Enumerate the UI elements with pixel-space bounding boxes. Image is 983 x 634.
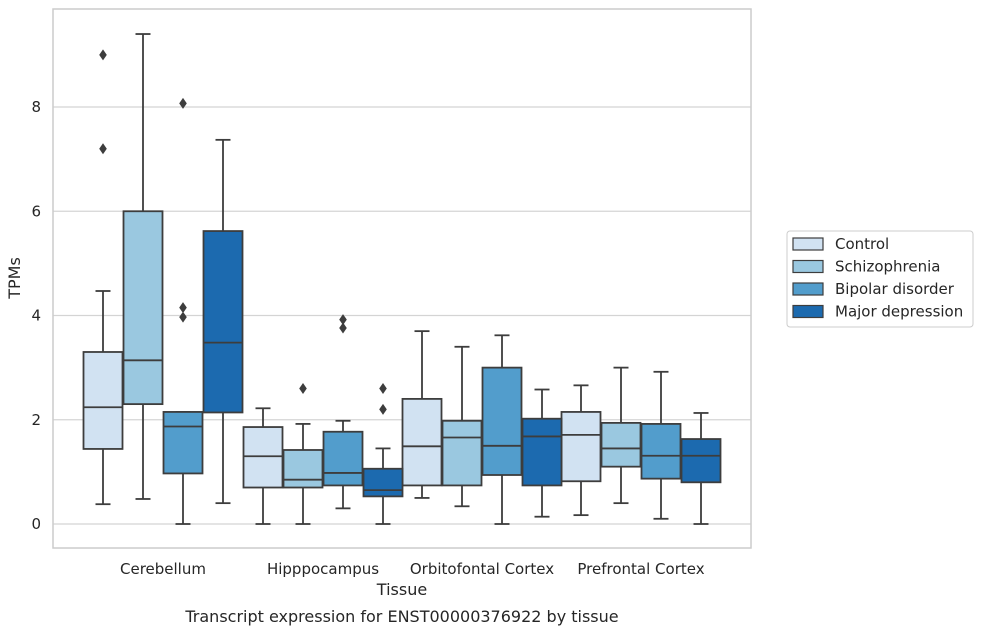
box-group [600,366,642,505]
outlier-point [179,97,187,109]
outlier-point [339,322,347,334]
box-group [362,382,404,525]
box-body [481,366,523,476]
box-body [362,467,404,498]
y-tick-label: 2 [31,411,41,429]
box-body [401,397,443,487]
outlier-point [179,302,187,314]
box-body [322,430,364,487]
series-group [202,138,722,525]
y-axis-title: TPMs [5,257,24,300]
legend-swatch [792,259,824,274]
box-group [242,407,284,525]
box-series [82,33,722,525]
box-body [122,210,164,406]
y-tick-label: 6 [31,202,41,220]
x-tick-labels: Cerebellum Hipppocampus Orbitofontal Corte… [120,560,705,578]
legend-label: Bipolar disorder [835,280,955,298]
box-group [122,33,164,500]
y-tick-label: 4 [31,307,41,325]
outlier-point [379,403,387,415]
box-group [82,49,124,506]
y-tick-label: 8 [31,98,41,116]
series-group [162,97,682,525]
box-group [680,412,722,525]
outlier-point [379,382,387,394]
outlier-point [179,311,187,323]
legend-item: Schizophrenia [792,258,940,276]
box-body [680,438,722,484]
legend-swatch [792,304,824,319]
box-body [282,449,324,489]
box-body [242,426,284,489]
outlier-point [99,49,107,61]
box-group [162,97,204,525]
box-body [441,419,483,487]
x-tick-label: Orbitofontal Cortex [410,560,554,578]
chart-caption: Transcript expression for ENST0000037692… [184,607,618,626]
box-body [600,421,642,468]
box-group [282,382,324,525]
box-group [560,384,602,517]
box-group [322,314,364,510]
box-body [640,423,682,480]
box-body [162,411,204,475]
box-body [82,351,124,450]
box-group [521,388,563,518]
legend-items: Control Schizophrenia Bipolar disorder Majo… [792,235,963,321]
outlier-point [339,314,347,326]
legend-label: Major depression [835,303,963,321]
box-group [481,334,523,525]
box-body [521,417,563,487]
legend-item: Bipolar disorder [792,280,955,298]
legend-label: Schizophrenia [835,258,940,276]
x-tick-label: Cerebellum [120,560,206,578]
legend-swatch [792,282,824,296]
box-body [202,230,244,414]
legend-item: Major depression [792,303,963,321]
outlier-point [99,143,107,155]
legend-frame [786,230,974,328]
box-group [640,370,682,520]
y-tick-label: 0 [31,515,41,533]
box-group [202,138,244,505]
box-group [401,330,443,499]
plot-frame [52,8,752,549]
x-tick-label: Prefrontal Cortex [577,560,704,578]
series-group [82,49,602,525]
outlier-point [299,382,307,394]
legend-swatch [792,237,824,251]
series-group [122,33,642,525]
y-tick-labels: 0 2 4 6 8 [31,98,41,533]
legend-item: Control [792,235,889,253]
box-body [560,411,602,483]
x-tick-label: Hipppocampus [267,560,379,578]
legend: Control Schizophrenia Bipolar disorder Majo… [786,230,974,328]
box-group [441,345,483,508]
legend-label: Control [835,235,889,253]
x-axis-title: Tissue [376,580,427,599]
